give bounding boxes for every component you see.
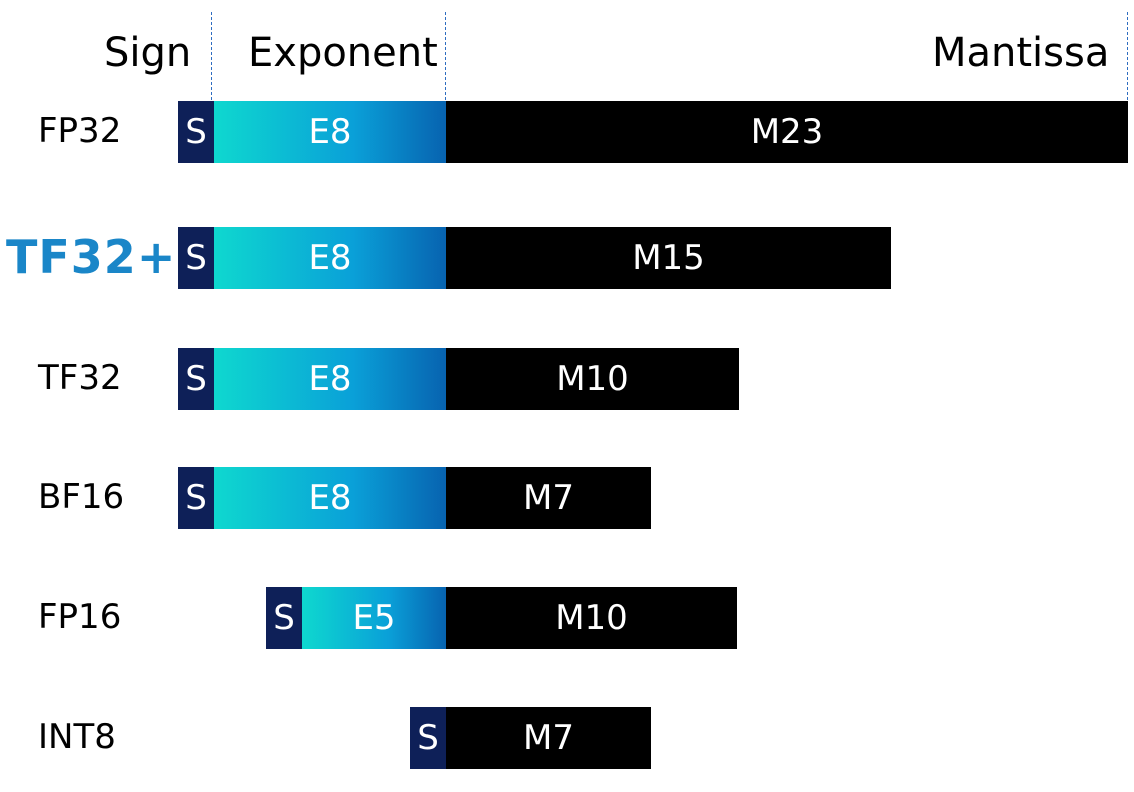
sign-column-header: Sign bbox=[104, 30, 192, 76]
exponent-bits-fp16: E5 bbox=[302, 587, 446, 649]
mantissa-bits-fp16: M10 bbox=[446, 587, 737, 649]
sign-bit-bf16: S bbox=[178, 467, 214, 529]
mantissa-bits-tf32-plus: M15 bbox=[446, 227, 891, 289]
sign-bit-tf32: S bbox=[178, 348, 214, 410]
mantissa-bits-fp32: M23 bbox=[446, 101, 1128, 163]
sign-exponent-divider bbox=[211, 12, 212, 100]
mantissa-end-divider bbox=[1127, 12, 1128, 100]
format-label-fp32: FP32 bbox=[38, 111, 122, 151]
sign-bit-int8: S bbox=[410, 707, 446, 769]
exponent-bits-fp32: E8 bbox=[214, 101, 446, 163]
exponent-bits-tf32: E8 bbox=[214, 348, 446, 410]
sign-bit-tf32-plus: S bbox=[178, 227, 214, 289]
sign-bit-fp32: S bbox=[178, 101, 214, 163]
exponent-column-header: Exponent bbox=[248, 30, 438, 76]
mantissa-bits-bf16: M7 bbox=[446, 467, 651, 529]
mantissa-bits-int8: M7 bbox=[446, 707, 651, 769]
exponent-bits-tf32-plus: E8 bbox=[214, 227, 446, 289]
exponent-mantissa-divider bbox=[445, 12, 446, 100]
exponent-bits-bf16: E8 bbox=[214, 467, 446, 529]
format-label-bf16: BF16 bbox=[38, 477, 125, 517]
format-label-tf32-plus: TF32+ bbox=[6, 230, 177, 284]
sign-bit-fp16: S bbox=[266, 587, 302, 649]
mantissa-column-header: Mantissa bbox=[932, 30, 1110, 76]
format-label-fp16: FP16 bbox=[38, 597, 122, 637]
mantissa-bits-tf32: M10 bbox=[446, 348, 739, 410]
format-label-int8: INT8 bbox=[38, 717, 116, 757]
format-label-tf32: TF32 bbox=[38, 358, 122, 398]
